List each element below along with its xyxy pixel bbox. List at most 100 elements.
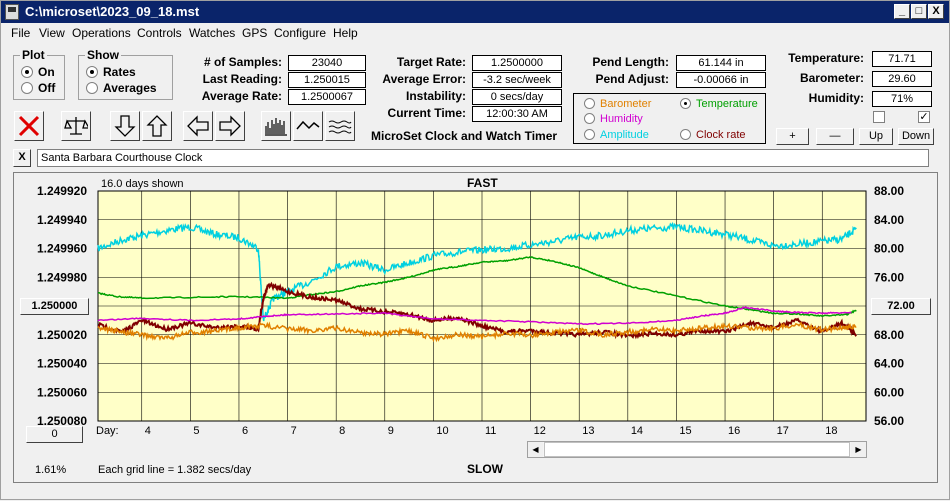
plot-group: Plot (13, 48, 65, 100)
menu-watches[interactable]: Watches (189, 26, 236, 40)
left-arrow-button[interactable] (183, 111, 213, 141)
menu-configure[interactable]: Configure (274, 26, 327, 40)
humidity-label: Humidity: (808, 91, 864, 105)
menu-gps[interactable]: GPS (242, 26, 268, 40)
series-line-barometer (97, 321, 857, 343)
y-left-tick-label: 1.249940 (37, 213, 87, 227)
app-icon (5, 4, 19, 20)
pend-adjust-value: -0.00066 in (676, 72, 766, 88)
x-tick-label: 10 (436, 425, 448, 437)
histogram-icon (265, 118, 287, 136)
current-time-label: Current Time: (387, 106, 466, 120)
chart-grid (98, 191, 866, 421)
legend-amplitude[interactable]: Amplitude (584, 129, 649, 141)
arrow-down-icon (114, 115, 136, 137)
close-button[interactable]: X (928, 4, 944, 19)
minimize-button[interactable]: _ (894, 4, 910, 19)
scroll-thumb[interactable] (544, 442, 850, 457)
histogram-button[interactable] (261, 111, 291, 141)
instability-value: 0 secs/day (472, 89, 562, 105)
arrow-left-icon (187, 115, 209, 137)
waveform-icon (296, 120, 320, 130)
y-right-tick-label: 88.00 (874, 184, 904, 198)
slow-label: SLOW (467, 462, 504, 476)
menu-operations[interactable]: Operations (72, 26, 131, 40)
temperature-value: 71.71 (872, 51, 932, 67)
clear-name-button[interactable]: X (13, 149, 31, 167)
average-error-value: -3.2 sec/week (472, 72, 562, 88)
series-line-amplitude (97, 221, 857, 322)
y-left-tick-label: 1.249920 (37, 184, 87, 198)
temperature-label: Temperature: (788, 51, 864, 65)
legend-humidity[interactable]: Humidity (584, 113, 643, 125)
center-value-button[interactable]: 1.250000 (20, 298, 89, 315)
day-axis-label: Day: (96, 425, 119, 437)
humidity-value: 71% (872, 91, 932, 107)
legend-clock-rate[interactable]: Clock rate (680, 129, 746, 141)
pend-length-value: 61.144 in (676, 55, 766, 71)
target-rate-value: 1.2500000 (472, 55, 562, 71)
y-right-ticks: 88.00 84.00 80.00 76.00 68.00 64.00 60.00 56.00 (874, 184, 904, 428)
show-averages-radio[interactable]: Averages (86, 81, 157, 95)
time-scrollbar[interactable]: ◀ ▶ (527, 441, 867, 458)
up-button[interactable]: Up (859, 128, 893, 145)
menu-file[interactable]: File (11, 26, 31, 40)
legend-barometer[interactable]: Barometer (584, 98, 651, 110)
last-reading-label: Last Reading: (202, 72, 282, 86)
radio-icon (584, 129, 595, 140)
y-left-tick-label: 1.250040 (37, 357, 87, 371)
radio-icon (86, 82, 98, 94)
x-tick-label: 12 (534, 425, 546, 437)
down-arrow-button[interactable] (110, 111, 140, 141)
y-right-tick-label: 80.00 (874, 242, 904, 256)
sensor-checkbox-left[interactable] (873, 111, 885, 123)
chart-series (97, 221, 858, 343)
right-arrow-button[interactable] (215, 111, 245, 141)
y-right-tick-label: 76.00 (874, 270, 904, 284)
plot-off-radio[interactable]: Off (21, 81, 55, 95)
maximize-button[interactable]: □ (911, 4, 927, 19)
show-rates-radio[interactable]: Rates (86, 65, 136, 79)
x-ticks: 4 5 6 7 8 9 10 11 12 13 14 15 16 17 18 (145, 425, 838, 437)
red-x-icon (18, 115, 40, 137)
offset-button[interactable]: 0 (26, 426, 83, 443)
noise-icon (328, 120, 352, 134)
radio-selected-icon (680, 98, 691, 109)
target-rate-label: Target Rate: (396, 55, 466, 69)
y-left-tick-label: 1.250080 (37, 414, 87, 428)
menu-help[interactable]: Help (333, 26, 358, 40)
minus-button[interactable]: — (816, 128, 854, 145)
down-button[interactable]: Down (898, 128, 934, 145)
pend-length-label: Pend Length: (592, 55, 669, 69)
plot-on-radio[interactable]: On (21, 65, 55, 79)
percent-label: 1.61% (35, 464, 66, 476)
y-left-tick-label: 1.250020 (37, 328, 87, 342)
right-center-value-button[interactable]: 72.00 (871, 298, 931, 315)
fast-label: FAST (467, 176, 498, 190)
average-rate-value: 1.2500067 (288, 89, 366, 105)
legend-temperature[interactable]: Temperature (680, 98, 758, 110)
y-right-tick-label: 56.00 (874, 414, 904, 428)
x-tick-label: 5 (193, 425, 199, 437)
plus-button[interactable]: + (776, 128, 809, 145)
sensor-checkbox-right[interactable]: ✓ (918, 111, 930, 123)
arrow-right-icon (219, 115, 241, 137)
scroll-left-icon[interactable]: ◀ (528, 442, 543, 457)
average-rate-label: Average Rate: (201, 89, 282, 103)
radio-selected-icon (86, 66, 98, 78)
x-tick-label: 11 (485, 425, 496, 437)
menu-controls[interactable]: Controls (137, 26, 182, 40)
stop-button[interactable] (14, 111, 44, 141)
x-tick-label: 13 (582, 425, 594, 437)
balance-button[interactable] (61, 111, 91, 141)
up-arrow-button[interactable] (142, 111, 172, 141)
grid-note: Each grid line = 1.382 secs/day (98, 464, 252, 476)
menu-view[interactable]: View (39, 26, 65, 40)
scroll-right-icon[interactable]: ▶ (851, 442, 866, 457)
noise-button[interactable] (325, 111, 355, 141)
waveform-button[interactable] (293, 111, 323, 141)
clock-name-field[interactable]: Santa Barbara Courthouse Clock (37, 149, 929, 167)
show-group: Show (78, 48, 173, 100)
y-left-tick-label: 1.249980 (37, 270, 87, 284)
average-error-label: Average Error: (382, 72, 466, 86)
